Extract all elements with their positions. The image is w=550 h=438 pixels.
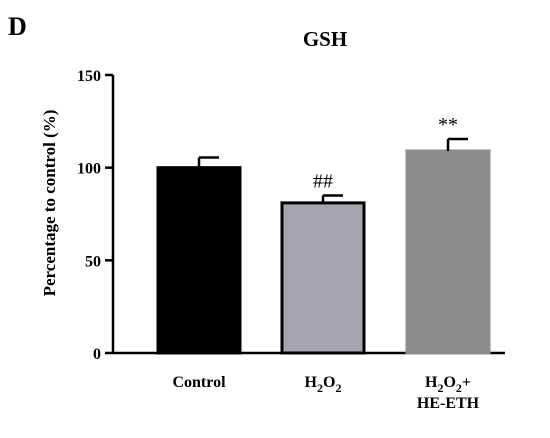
labels: Control ## H2O2 ** H2O2+HE-ETH xyxy=(172,114,479,412)
y-axis-label: Percentage to control (%) xyxy=(40,110,59,297)
x-tick-label: H2O2 xyxy=(305,374,342,395)
bars xyxy=(156,137,491,355)
significance-label: ** xyxy=(438,114,458,136)
y-tick-label: 50 xyxy=(85,253,101,270)
x-tick-label: H2O2+ xyxy=(425,374,471,395)
y-tick-label: 0 xyxy=(93,346,101,363)
x-tick-label: HE-ETH xyxy=(417,395,480,412)
panel-letter: D xyxy=(8,12,27,41)
x-tick-label: Control xyxy=(172,374,226,391)
significance-label: ## xyxy=(313,170,333,192)
bar xyxy=(405,149,491,355)
y-tick-label: 100 xyxy=(77,161,101,178)
bar xyxy=(156,166,242,355)
bar xyxy=(280,201,366,355)
chart-title: GSH xyxy=(303,27,347,51)
y-tick-label: 150 xyxy=(77,68,101,85)
